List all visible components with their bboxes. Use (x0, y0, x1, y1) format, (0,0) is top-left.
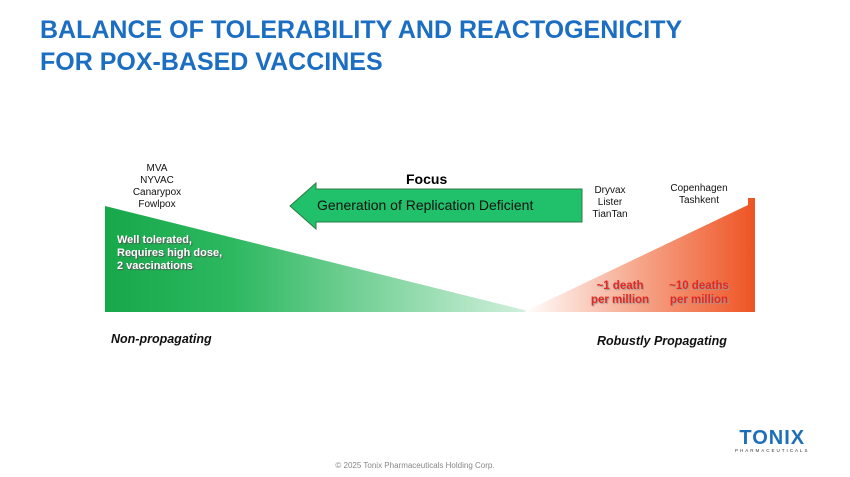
vaccine-canarypox: Canarypox (132, 187, 182, 198)
vaccine-tashkent: Tashkent (678, 195, 720, 206)
replication-deficient-arrow (289, 181, 583, 231)
vaccine-dryvax: Dryvax (594, 185, 626, 196)
axis-label-left: Non-propagating (111, 332, 212, 346)
title-line-1: BALANCE OF TOLERABILITY AND REACTOGENICI… (40, 16, 683, 44)
tonix-logo: TONIX PHARMACEUTICALS (735, 428, 810, 453)
logo-wordmark: TONIX (739, 427, 806, 449)
slide-title: BALANCE OF TOLERABILITY AND REACTOGENICI… (40, 14, 682, 78)
arrow-label: Generation of Replication Deficient (317, 197, 534, 213)
focus-label: Focus (406, 171, 448, 187)
title-line-2: FOR POX-BASED VACCINES (40, 48, 383, 76)
death-rate-line: ~10 deaths (669, 280, 729, 292)
death-rate-middle: ~1 death per million (585, 279, 655, 307)
non-propagating-green-wedge (105, 206, 532, 312)
left-vaccine-list: MVA NYVAC Canarypox Fowlpox (127, 163, 187, 211)
vaccine-lister: Lister (597, 197, 623, 208)
description-line: 2 vaccinations (117, 260, 193, 272)
logo-subtext: PHARMACEUTICALS (735, 448, 810, 453)
propagating-red-wedge (524, 198, 755, 312)
vaccine-nyvac: NYVAC (140, 175, 174, 186)
vaccine-mva: MVA (146, 163, 168, 174)
axis-label-right: Robustly Propagating (597, 334, 727, 348)
vaccine-fowlpox: Fowlpox (138, 199, 176, 210)
footer-copyright: © 2025 Tonix Pharmaceuticals Holding Cor… (335, 461, 495, 470)
death-rate-line: per million (590, 294, 650, 306)
left-description: Well tolerated, Requires high dose, 2 va… (117, 234, 222, 273)
death-rate-line: per million (669, 294, 729, 306)
death-rate-line: ~1 death (596, 280, 644, 292)
death-rate-right: ~10 deaths per million (663, 279, 735, 307)
description-line: Requires high dose, (117, 247, 223, 259)
vaccine-copenhagen: Copenhagen (670, 183, 728, 194)
vaccine-tiantan: TianTan (592, 209, 628, 220)
middle-vaccine-list: Dryvax Lister TianTan (580, 185, 640, 221)
description-line: Well tolerated, (117, 234, 192, 246)
right-vaccine-list: Copenhagen Tashkent (664, 183, 734, 207)
